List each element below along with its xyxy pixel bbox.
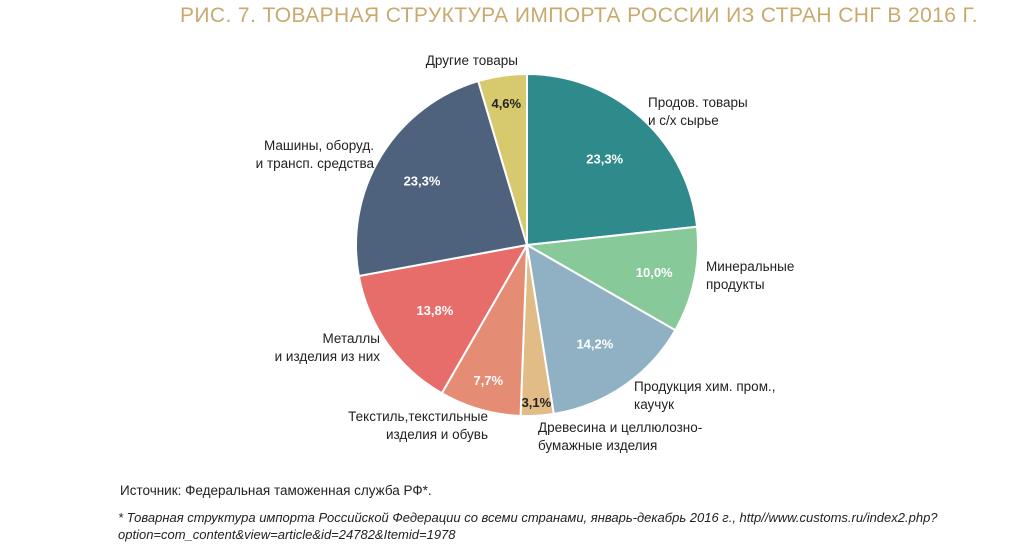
category-labels: Продов. товары и с/х сырье Минеральные прод… bbox=[256, 53, 795, 453]
pie-slice bbox=[526, 72, 699, 247]
pie-slice bbox=[523, 225, 699, 332]
slice-percent-label: 23,3% bbox=[404, 174, 441, 189]
pie-slice bbox=[477, 72, 528, 246]
slice-percent-label: 13,8% bbox=[416, 303, 453, 318]
slice-category-label: Минеральные продукты bbox=[706, 259, 794, 292]
pie-slice bbox=[525, 243, 677, 416]
slice-percent-label: 14,2% bbox=[576, 337, 613, 352]
slice-percent-label: 3,1% bbox=[522, 395, 552, 410]
slice-percent-label: 23,3% bbox=[586, 152, 623, 167]
slice-category-label: Древесина и целлюлозно-бумажные изделия bbox=[538, 420, 702, 453]
chart-title: РИС. 7. ТОВАРНАЯ СТРУКТУРА ИМПОРТА РОССИ… bbox=[180, 4, 978, 27]
slice-percent-label: 10,0% bbox=[636, 265, 673, 280]
source-note: Источник: Федеральная таможенная служба … bbox=[120, 483, 432, 498]
slice-category-label: Продов. товары и с/х сырье bbox=[648, 95, 748, 128]
slice-category-label: Машины, оборуд. и трансп. средства bbox=[256, 138, 375, 171]
slice-category-label: Продукция хим. пром., каучук bbox=[634, 379, 775, 412]
slice-category-label: Металлы и изделия из них bbox=[275, 331, 381, 364]
pie-chart: 23,3% 10,0% 14,2% 3,1% 7,7% 13,8% 23,3% 4,6% Пр… bbox=[256, 53, 795, 453]
slice-category-label: Другие товары bbox=[426, 53, 518, 68]
pie-slice bbox=[355, 79, 529, 278]
pie-slice bbox=[357, 243, 529, 395]
percent-labels: 23,3% 10,0% 14,2% 3,1% 7,7% 13,8% 23,3% 4,6% bbox=[404, 96, 674, 410]
slice-category-label: Текстиль,текстильные изделия и обувь bbox=[348, 409, 488, 442]
slice-percent-label: 7,7% bbox=[473, 373, 503, 388]
slice-percent-label: 4,6% bbox=[491, 96, 521, 111]
pie-slices bbox=[355, 72, 699, 417]
footnote: * Товарная структура импорта Российской … bbox=[118, 510, 938, 542]
